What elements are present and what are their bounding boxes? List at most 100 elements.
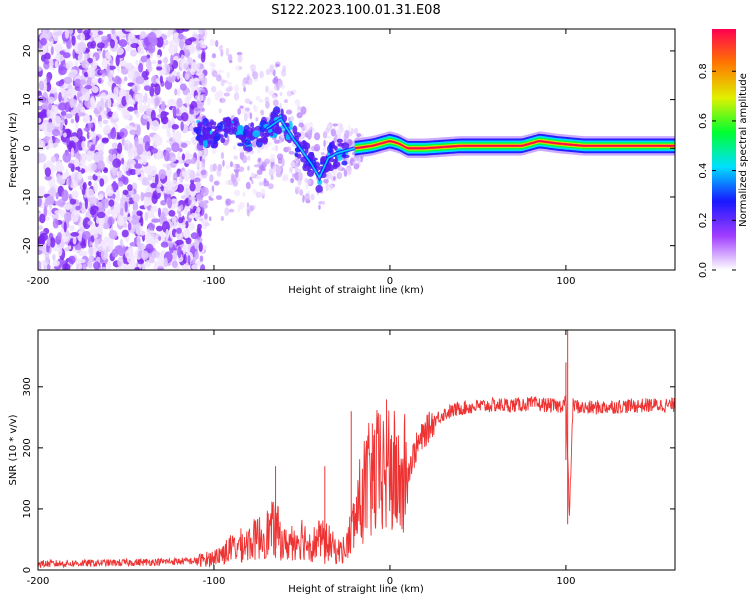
spectrogram-noise-blob xyxy=(38,185,46,192)
spectrogram-noise-blob xyxy=(108,153,114,162)
spectrogram-noise-blob xyxy=(217,164,223,172)
spectrogram-ridge-blob xyxy=(317,179,323,186)
spectrogram-noise-blob xyxy=(245,107,250,112)
spectrogram-noise-blob xyxy=(260,165,265,171)
spectrogram-noise-blob xyxy=(75,166,81,171)
spectrogram-ridge-blob xyxy=(217,125,222,130)
spectrogram-noise-blob xyxy=(233,155,238,160)
spectrogram-noise-blob xyxy=(150,119,160,132)
spectrogram-noise-blob xyxy=(198,242,203,252)
spectrogram-ridge-blob xyxy=(223,118,231,127)
spectrogram-ridge-blob xyxy=(269,132,274,137)
spectrogram-noise-blob xyxy=(122,109,131,120)
spectrogram-noise-blob xyxy=(117,256,124,268)
spectrogram-noise-blob xyxy=(172,171,178,182)
spectrogram-noise-blob xyxy=(151,218,161,223)
spectrogram-noise-blob xyxy=(106,63,110,75)
spectrogram-noise-blob xyxy=(39,232,48,242)
spectrogram-noise-blob xyxy=(77,41,87,53)
spectrogram-noise-blob xyxy=(59,121,64,131)
snr-y-tick-label: 0 xyxy=(22,567,33,573)
spectrogram-noise-blob xyxy=(154,174,159,185)
spectrogram-noise-blob xyxy=(118,39,128,48)
spectrogram-noise-blob xyxy=(271,95,277,99)
spectrogram-noise-blob xyxy=(209,190,214,198)
spectrogram-noise-blob xyxy=(300,106,307,115)
spectrogram-noise-blob xyxy=(64,211,73,223)
spectrogram-noise-blob xyxy=(56,176,62,184)
colorbar-tick-label: 0.6 xyxy=(698,113,709,129)
spectrogram-noise-blob xyxy=(46,73,51,84)
spectrogram-noise-blob xyxy=(136,143,144,156)
spectrogram-noise-blob xyxy=(38,260,42,270)
spectrogram-noise-blob xyxy=(147,97,151,109)
spectrogram-noise-blob xyxy=(122,176,129,185)
spectrogram-noise-blob xyxy=(132,193,140,203)
spectrogram-noise-blob xyxy=(180,195,188,200)
spectrogram-noise-blob xyxy=(204,213,208,220)
spectrogram-noise-blob xyxy=(320,151,325,156)
spectrogram-noise-blob xyxy=(238,166,245,172)
spectrogram-ridge-blob xyxy=(245,134,252,140)
spectrogram-noise-blob xyxy=(44,59,50,65)
spectrogram-noise-blob xyxy=(325,171,332,180)
spectrogram-noise-blob xyxy=(194,250,199,260)
spectrogram-ridge-blob xyxy=(332,162,338,170)
spectrogram-noise-blob xyxy=(117,142,123,155)
spectrogram-noise-blob xyxy=(160,100,166,112)
spectrogram-noise-blob xyxy=(255,95,261,101)
spectrogram-noise-blob xyxy=(199,200,205,208)
spectrogram-noise-blob xyxy=(253,164,261,168)
spectrogram-noise-blob xyxy=(179,83,187,91)
spectrogram-noise-blob xyxy=(123,142,129,151)
spectrogram-noise-blob xyxy=(150,82,159,88)
spectrogram-noise-blob xyxy=(215,74,222,82)
spectrogram-noise-blob xyxy=(100,239,110,246)
spectrogram-noise-blob xyxy=(98,78,102,84)
spectrogram-noise-blob xyxy=(184,229,190,239)
spectrogram-noise-blob xyxy=(52,253,56,261)
spectrogram-noise-blob xyxy=(70,147,75,158)
spectrogram-noise-blob xyxy=(197,223,202,230)
spectrogram-noise-blob xyxy=(236,51,243,56)
spectrogram-noise-blob xyxy=(63,203,72,210)
spectrogram-ridge-blob xyxy=(332,158,338,164)
spectrogram-noise-blob xyxy=(172,249,178,261)
snr-x-tick-label: -200 xyxy=(27,576,50,587)
spectrogram-noise-blob xyxy=(144,211,149,221)
spectrogram-noise-blob xyxy=(162,64,166,76)
spectrogram-noise-blob xyxy=(86,188,95,199)
spectrogram-noise-blob xyxy=(157,59,162,65)
spectrogram-noise-blob xyxy=(211,70,218,78)
spectrogram-noise-blob xyxy=(167,99,176,105)
spectrogram-noise-blob xyxy=(260,109,265,116)
spectrogram-noise-blob xyxy=(243,86,246,93)
spectrogram-noise-blob xyxy=(229,161,234,168)
spectrogram-noise-blob xyxy=(183,254,187,264)
spectrogram-noise-blob xyxy=(271,146,277,151)
spectrogram-noise-blob xyxy=(106,260,111,270)
spectrogram-noise-blob xyxy=(226,71,230,79)
spectrogram-noise-blob xyxy=(277,79,284,88)
spectrogram-noise-blob xyxy=(235,65,242,71)
spectrogram-noise-blob xyxy=(135,168,141,176)
spectrogram-noise-blob xyxy=(234,189,241,197)
spectrogram-ridge-blob xyxy=(206,128,211,136)
spectrogram-noise-blob xyxy=(277,157,283,165)
spectrogram-noise-blob xyxy=(119,60,128,67)
spectrogram-noise-blob xyxy=(245,181,251,190)
spectrogram-noise-blob xyxy=(160,200,167,206)
spectrogram-noise-blob xyxy=(218,69,224,73)
spectrogram-noise-blob xyxy=(260,188,266,196)
spectrogram-noise-blob xyxy=(127,184,133,192)
spectrogram-noise-blob xyxy=(62,263,71,270)
spectrogram-noise-blob xyxy=(120,90,128,96)
spectrogram-noise-blob xyxy=(264,142,269,150)
spectrogram-noise-blob xyxy=(161,124,170,129)
spectrogram-noise-blob xyxy=(125,62,133,69)
spectrogram-noise-blob xyxy=(172,132,176,141)
spectrogram-noise-blob xyxy=(210,197,214,201)
spectrogram-noise-blob xyxy=(74,244,82,251)
spectrogram-noise-blob xyxy=(209,62,216,68)
spectrogram-noise-blob xyxy=(65,113,73,119)
